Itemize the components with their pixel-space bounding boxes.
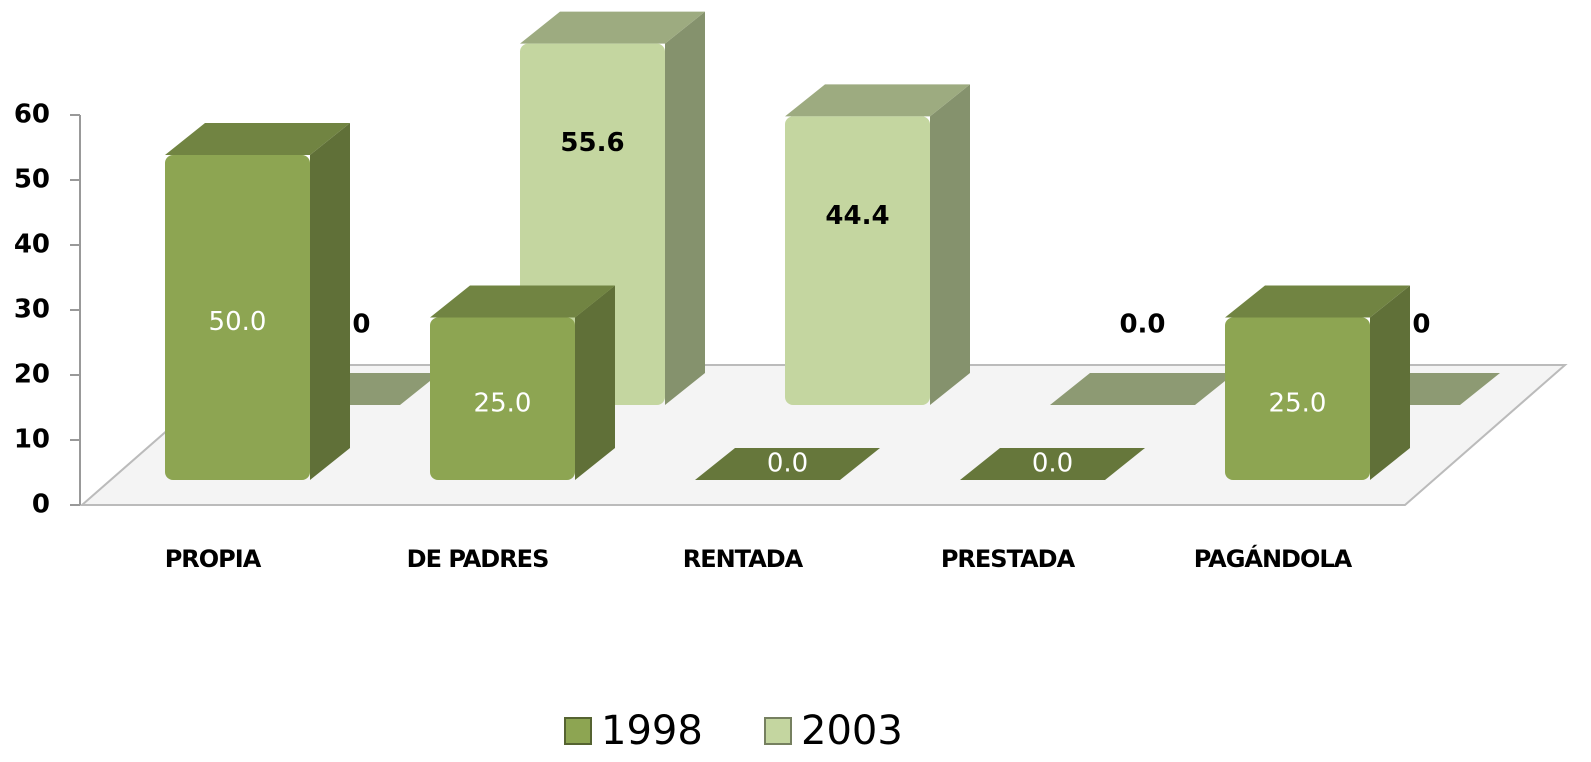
bar-top [1225,285,1410,318]
bar-top [165,123,350,155]
bar-side [310,123,350,480]
bar [1050,373,1235,405]
value-label: 0.0 [1032,449,1073,479]
bar-side [1370,285,1410,480]
bar-top [520,11,705,44]
value-label: 25.0 [474,388,532,418]
y-tick-label: 10 [14,425,50,455]
y-tick-label: 0 [32,490,50,520]
bar [960,448,1145,480]
value-label: 0.0 [767,449,808,479]
y-tick-label: 30 [14,295,50,325]
bar-top [430,285,615,318]
x-tick-label: PROPIA [165,545,262,573]
bar-side [665,11,705,405]
bar [165,155,310,480]
y-tick-label: 60 [14,100,50,130]
value-label: 25.0 [1269,388,1327,418]
y-tick-label: 40 [14,230,50,260]
legend-label: 2003 [801,708,903,754]
value-label: 55.6 [560,128,624,158]
x-tick-label: PAGÁNDOLA [1194,544,1353,573]
bar-side [930,84,970,406]
x-tick-label: RENTADA [683,545,804,573]
bar-side [575,285,615,480]
x-tick-label: PRESTADA [941,545,1076,573]
bar-top [785,84,970,117]
value-label: 0.0 [1119,310,1165,340]
y-tick-label: 50 [14,165,50,195]
legend-label: 1998 [601,708,703,754]
value-label: 50.0 [209,307,267,337]
bar [1225,317,1370,480]
bar [430,317,575,480]
y-tick-label: 20 [14,360,50,390]
x-tick-label: DE PADRES [407,545,549,573]
value-label: 44.4 [825,201,889,231]
legend-swatch [564,717,592,745]
legend-swatch [764,717,792,745]
bar [695,448,880,480]
bar [785,116,930,406]
